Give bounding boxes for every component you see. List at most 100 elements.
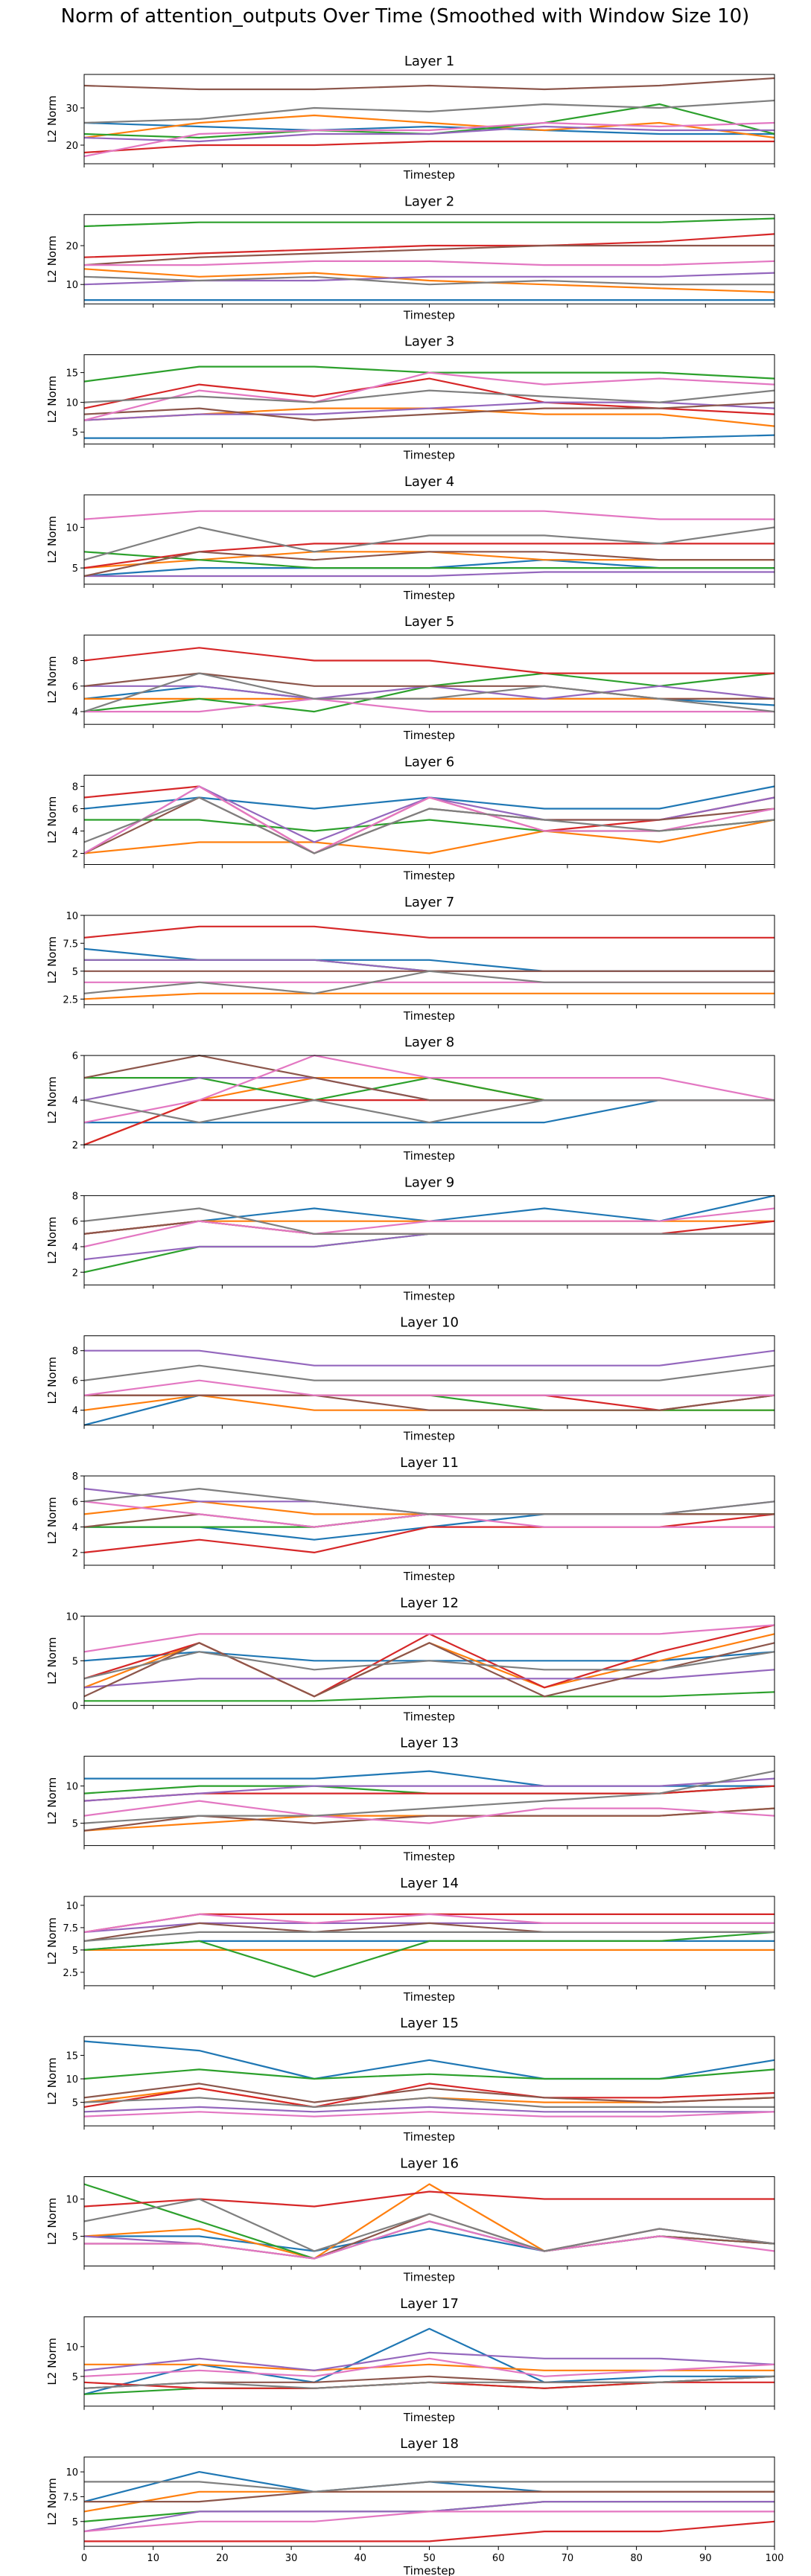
series-line-5 (83, 125, 775, 143)
y-tick-label: 4 (72, 1523, 78, 1534)
plot-frame (83, 2316, 775, 2407)
x-axis-label: Timestep (403, 168, 455, 182)
x-tick-label: 20 (216, 2553, 229, 2564)
y-tick-label: 20 (66, 141, 78, 152)
series-line-1 (83, 2040, 775, 2080)
series-line-8 (83, 1099, 775, 1124)
series-line-3 (84, 1077, 775, 1102)
y-tick-label: 7.5 (63, 1923, 78, 1934)
x-axis-label: Timestep (403, 1149, 455, 1163)
series-line-5 (84, 959, 775, 972)
x-axis-label: Timestep (403, 729, 455, 742)
y-axis-label: L2 Norm (45, 95, 59, 143)
subplot-title: Layer 5 (404, 614, 454, 630)
y-tick-label: 2.5 (63, 994, 78, 1006)
y-tick-label: 2 (72, 1140, 78, 1151)
subplot-layer-2: Layer 2 10 20 Timestep L2 Norm (45, 194, 775, 322)
y-axis-label: L2 Norm (45, 1777, 59, 1825)
y-axis-label: L2 Norm (45, 1357, 59, 1404)
series-line-1 (84, 1099, 775, 1124)
x-axis-label: Timestep (403, 869, 455, 883)
y-axis-label: L2 Norm (45, 2057, 59, 2105)
subplot-layer-11: Layer 11 2 4 6 8 Timestep L2 Norm (45, 1455, 775, 1583)
x-axis-label: Timestep (403, 2271, 455, 2284)
series-line-8 (83, 970, 775, 994)
y-tick-label: 5 (72, 428, 78, 439)
series-line-3 (84, 959, 775, 972)
y-tick-label: 5 (72, 967, 78, 978)
series-line-7 (83, 1207, 775, 1248)
y-tick-label: 10 (66, 2342, 78, 2353)
y-tick-label: 10 (66, 2074, 78, 2086)
series-line-8 (83, 526, 775, 561)
subplot-layer-16: Layer 16 5 10 Timestep L2 Norm (45, 2156, 775, 2284)
y-tick-label: 20 (66, 241, 78, 252)
series-line-6 (83, 1807, 775, 1832)
x-axis-label: Timestep (403, 449, 455, 462)
subplot-layer-8: Layer 8 2 4 6 Timestep L2 Norm (45, 1035, 775, 1163)
subplot-title: Layer 17 (400, 2296, 459, 2312)
subplot-title: Layer 1 (404, 54, 454, 69)
subplot-title: Layer 18 (400, 2436, 459, 2452)
y-axis-label: L2 Norm (45, 656, 59, 703)
x-tick-label: 60 (492, 2553, 505, 2564)
series-line-2 (83, 992, 775, 1000)
x-tick-label: 50 (423, 2553, 436, 2564)
y-tick-label: 4 (72, 1406, 78, 1417)
series-line-4 (83, 2190, 775, 2208)
subplot-title: Layer 12 (400, 1595, 459, 1611)
series-line-1 (83, 1195, 775, 1235)
subplot-layer-5: Layer 5 4 6 8 Timestep L2 Norm (45, 614, 775, 742)
y-tick-label: 7.5 (63, 939, 78, 950)
x-axis-label: Timestep (403, 1990, 455, 2004)
subplot-layer-14: Layer 14 2.5 5 7.5 10 Timestep L2 Norm (45, 1876, 775, 2004)
x-axis-label: Timestep (403, 1570, 455, 1583)
y-tick-label: 8 (72, 782, 78, 793)
series-line-5 (83, 401, 775, 421)
y-tick-label: 4 (72, 1242, 78, 1253)
series-line-5 (83, 2220, 775, 2260)
y-axis-label: L2 Norm (45, 2478, 59, 2525)
subplot-layer-3: Layer 3 5 10 15 Timestep L2 Norm (45, 334, 775, 462)
y-axis-label: L2 Norm (45, 2338, 59, 2385)
y-tick-label: 5 (72, 1946, 78, 1957)
x-axis-label: Timestep (403, 2130, 455, 2144)
series-line-8 (83, 1651, 775, 1680)
series-line-8 (83, 389, 775, 403)
y-axis-label: L2 Norm (45, 376, 59, 424)
y-tick-label: 6 (72, 682, 78, 693)
x-tick-label: 0 (81, 2553, 87, 2564)
plot-frame (83, 1756, 775, 1847)
y-tick-label: 4 (72, 707, 78, 718)
series-line-4 (83, 647, 775, 674)
series-line-3 (83, 551, 775, 569)
x-axis-label: Timestep (403, 1430, 455, 1443)
y-tick-label: 10 (66, 280, 78, 291)
y-tick-label: 5 (72, 2372, 78, 2383)
y-tick-label: 10 (66, 2467, 78, 2478)
x-tick-label: 100 (766, 2553, 784, 2564)
series-line-8 (83, 275, 775, 286)
y-tick-label: 8 (72, 1191, 78, 1202)
series-line-1 (83, 2471, 775, 2503)
series-line-2 (83, 1807, 775, 1832)
y-tick-label: 10 (66, 398, 78, 409)
subplot-title: Layer 8 (404, 1035, 454, 1050)
y-tick-label: 5 (72, 563, 78, 575)
x-axis-label: Timestep (403, 1850, 455, 1864)
y-axis-label: L2 Norm (45, 796, 59, 844)
y-axis-label: L2 Norm (45, 1497, 59, 1544)
y-axis-label: L2 Norm (45, 1076, 59, 1124)
y-tick-label: 5 (72, 1819, 78, 1830)
y-tick-label: 10 (66, 2195, 78, 2206)
y-tick-label: 8 (72, 656, 78, 667)
series-line-5 (83, 1669, 775, 1689)
y-tick-label: 6 (72, 1217, 78, 1228)
series-line-1 (84, 434, 775, 439)
series-line-5 (83, 2351, 775, 2371)
series-line-3 (83, 2068, 775, 2080)
y-tick-label: 5 (72, 2098, 78, 2109)
series-line-5 (83, 1233, 775, 1261)
subplot-title: Layer 4 (404, 474, 454, 490)
